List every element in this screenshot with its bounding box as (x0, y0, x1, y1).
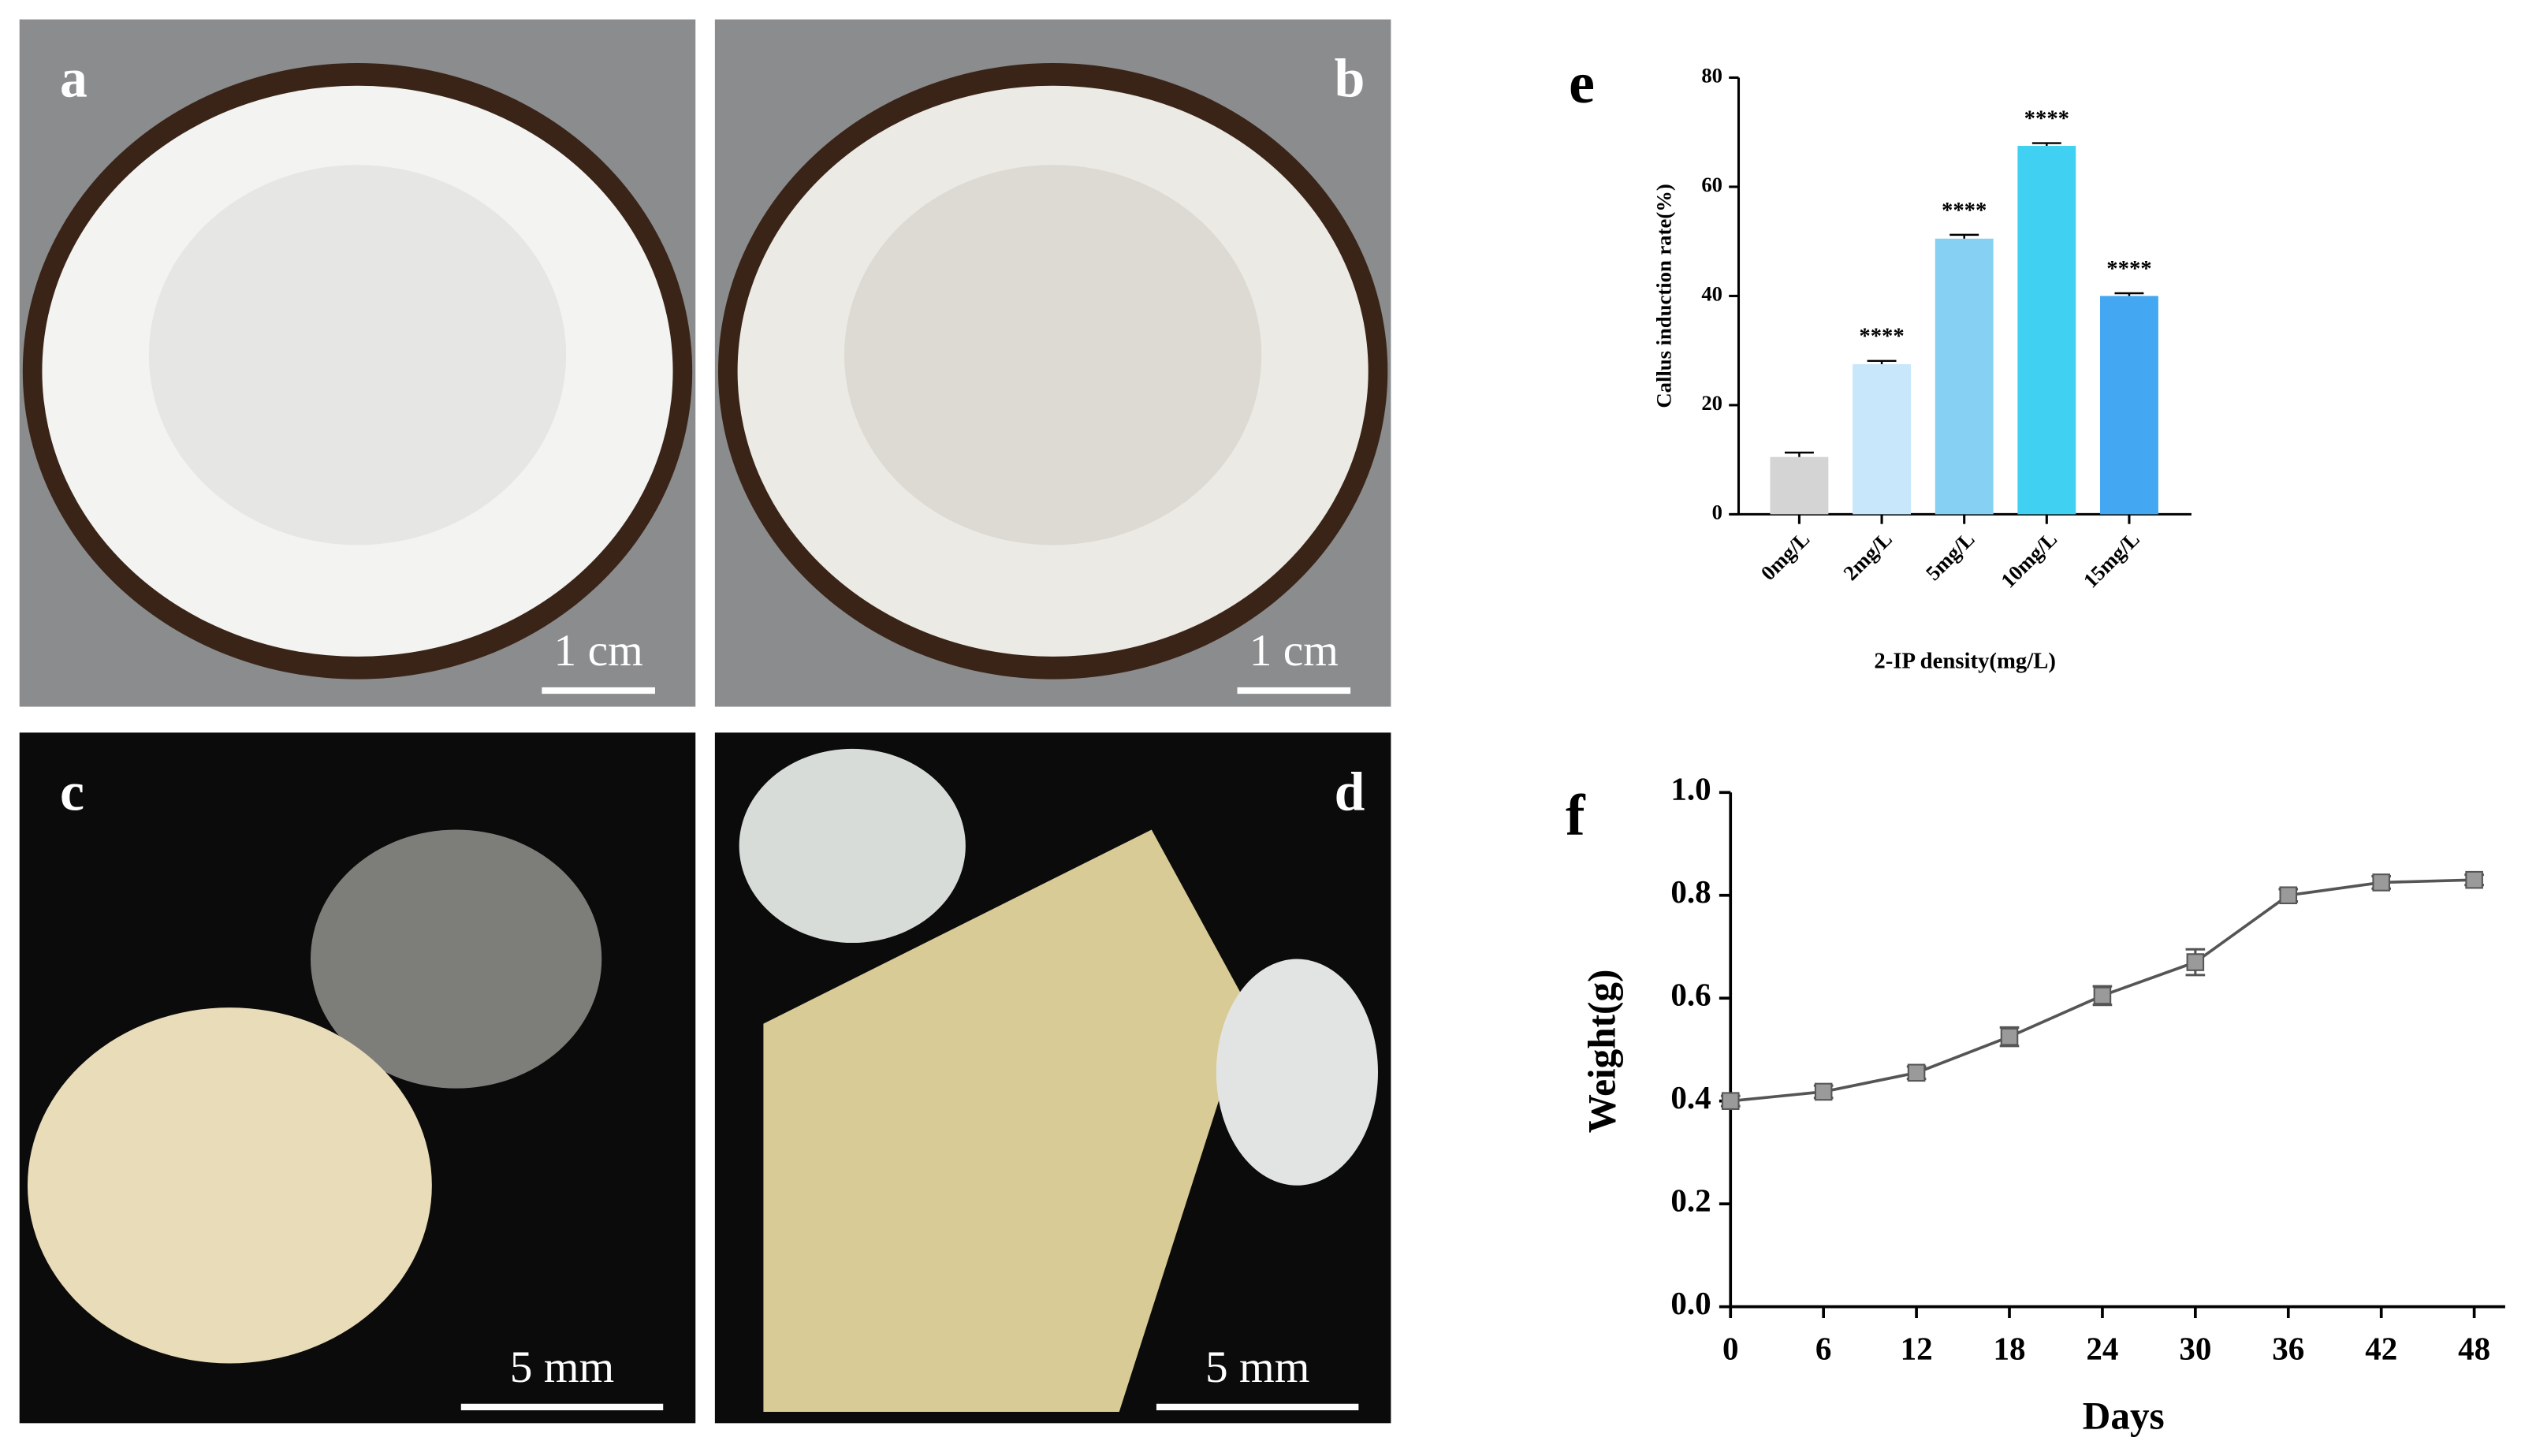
callus (27, 1007, 432, 1364)
bar (1770, 456, 1829, 515)
marker (2093, 986, 2112, 1005)
error-bar (2114, 292, 2144, 296)
coconut-center (843, 165, 1262, 546)
y-axis-title: Callus induction rate(%) (1652, 184, 1675, 408)
marker (2186, 953, 2205, 971)
y-tick-label: 0.8 (1670, 873, 1711, 910)
y-axis-title: Weight(g) (1581, 970, 1624, 1134)
marker (2000, 1027, 2019, 1046)
panel-label: d (1335, 762, 1365, 822)
panel-label: a (60, 49, 88, 110)
y-tick-label: 1.0 (1670, 771, 1711, 807)
significance-label: **** (1859, 324, 1904, 349)
panel-label: c (60, 762, 84, 822)
callus (1216, 959, 1379, 1186)
marker (1721, 1092, 1740, 1110)
significance-label: **** (1942, 198, 1987, 223)
marker (1814, 1082, 1833, 1101)
y-tick-label: 40 (1701, 282, 1722, 306)
error-bar (2031, 142, 2061, 147)
marker (2372, 873, 2390, 892)
error-bar (1867, 359, 1897, 364)
bar (2017, 146, 2076, 515)
y-tick-label: 20 (1701, 391, 1722, 415)
error-bar (1784, 451, 1814, 457)
panel-label: e (1569, 50, 1595, 115)
x-tick-label: 48 (2458, 1331, 2490, 1367)
tissue (763, 829, 1249, 1412)
x-tick-label: 42 (2365, 1331, 2397, 1367)
scale-bar-label: 1 cm (1249, 626, 1339, 676)
x-tick-label: 12 (1901, 1331, 1933, 1367)
coconut-center (148, 165, 567, 546)
photo-panel: a 1 cm (19, 19, 696, 707)
bar (1853, 363, 1911, 515)
error-bar (1949, 233, 1979, 239)
y-tick-label: 0.4 (1670, 1079, 1711, 1115)
callus (739, 748, 966, 944)
marker (2279, 886, 2298, 905)
tissue (310, 829, 602, 1089)
significance-label: **** (2024, 106, 2069, 131)
x-tick-label: 24 (2086, 1331, 2118, 1367)
x-tick-label: 36 (2272, 1331, 2304, 1367)
photo-panel: c 5 mm (19, 732, 696, 1424)
x-tick-label: 6 (1815, 1331, 1832, 1367)
significance-label: **** (2106, 256, 2151, 281)
y-tick-label: 0.6 (1670, 977, 1711, 1013)
scale-bar-label: 5 mm (510, 1342, 614, 1392)
panel-label: f (1566, 783, 1586, 847)
y-tick-label: 80 (1701, 64, 1722, 88)
x-tick-label: 0 (1722, 1331, 1739, 1367)
x-axis-title: Days (2083, 1395, 2165, 1438)
y-tick-label: 0.2 (1670, 1182, 1711, 1219)
y-tick-label: 60 (1701, 173, 1722, 196)
bar (2100, 296, 2158, 515)
photo-panel: d 5 mm (714, 732, 1391, 1424)
photo-panel: b 1 cm (714, 19, 1391, 707)
scale-bar-label: 5 mm (1205, 1342, 1309, 1392)
x-tick-label: 18 (1993, 1331, 2025, 1367)
x-axis-title: 2-IP density(mg/L) (1874, 649, 2056, 674)
y-tick-label: 0 (1712, 501, 1722, 524)
panel-label: b (1335, 49, 1365, 110)
marker (2465, 870, 2483, 889)
x-tick-label: 30 (2179, 1331, 2211, 1367)
marker (1907, 1063, 1926, 1082)
scale-bar-label: 1 cm (554, 626, 643, 676)
y-tick-label: 0.0 (1670, 1285, 1711, 1321)
bar (1935, 238, 1994, 515)
